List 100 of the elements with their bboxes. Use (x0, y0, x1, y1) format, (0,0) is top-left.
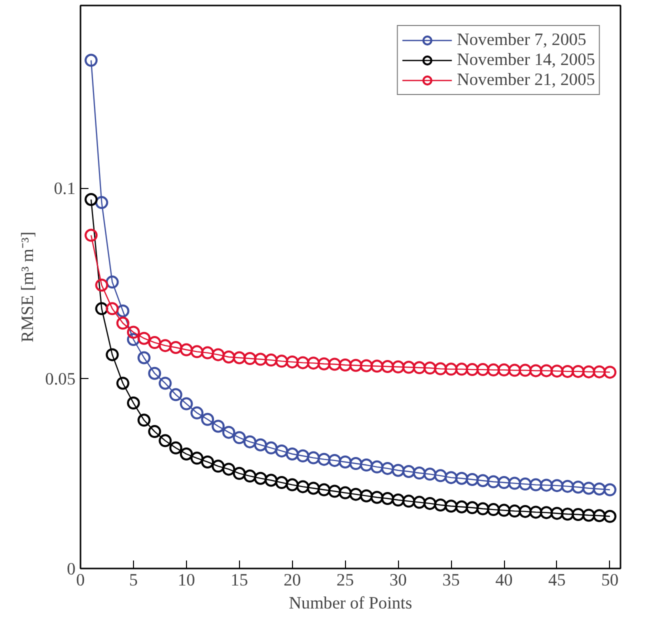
point (360, 489, 373, 502)
point (243, 435, 256, 448)
point (518, 504, 532, 518)
point (148, 336, 162, 350)
y-tick-label: 0.1 (54, 179, 76, 198)
point (84, 193, 98, 206)
point (455, 500, 468, 514)
point (518, 478, 532, 491)
point (582, 508, 596, 522)
point (201, 455, 214, 468)
x-axis-title: Number of Points (288, 594, 412, 612)
point (592, 509, 606, 522)
point (106, 302, 119, 316)
point (318, 452, 331, 466)
point (423, 468, 436, 481)
point (592, 365, 606, 378)
point (306, 356, 320, 370)
point (370, 460, 384, 474)
point (540, 506, 553, 520)
point (264, 474, 278, 487)
point (222, 426, 236, 439)
point (306, 451, 320, 464)
x-tick-label: 30 (389, 570, 407, 590)
point (582, 365, 596, 378)
point (381, 462, 394, 475)
point (243, 470, 256, 483)
x-tick-label: 5 (129, 570, 138, 590)
point (603, 366, 616, 379)
point (498, 363, 511, 376)
point (338, 455, 352, 468)
point (169, 340, 182, 354)
point (402, 360, 416, 374)
point (392, 464, 405, 477)
point (360, 359, 373, 372)
point (254, 472, 267, 485)
point (116, 376, 130, 390)
x-tick-label: 15 (230, 570, 248, 590)
point (190, 406, 204, 420)
point (222, 350, 236, 364)
point (455, 362, 468, 376)
point (466, 363, 479, 376)
x-tick-label: 25 (336, 570, 354, 590)
point (84, 54, 98, 67)
point (158, 434, 172, 448)
x-tick-label: 20 (284, 570, 301, 590)
point (232, 466, 246, 480)
point (201, 412, 214, 426)
point (561, 480, 574, 493)
point (296, 356, 310, 370)
point (318, 483, 331, 496)
point (402, 494, 416, 508)
point (349, 358, 362, 372)
point (106, 348, 119, 362)
point (540, 364, 553, 378)
point (180, 343, 193, 356)
y-axis-title: RMSE [m³ m⁻³] (18, 232, 38, 342)
point (138, 414, 151, 427)
y-tick-label: 0.05 (45, 369, 76, 388)
point (328, 358, 342, 371)
point (561, 364, 574, 378)
point (498, 504, 511, 517)
x-tick-label: 45 (548, 570, 566, 590)
point (201, 346, 214, 360)
point (518, 364, 532, 377)
point (572, 480, 585, 494)
point (116, 304, 130, 318)
point (486, 363, 500, 376)
point (95, 196, 108, 210)
point (338, 486, 352, 500)
point (296, 480, 310, 494)
point (126, 333, 140, 346)
point (392, 360, 405, 374)
point (529, 506, 542, 519)
point (412, 466, 426, 480)
point (275, 444, 288, 458)
point (180, 397, 193, 410)
point (286, 448, 299, 460)
point (466, 472, 479, 486)
point (603, 510, 616, 523)
point (466, 501, 479, 514)
point (138, 351, 151, 364)
point (328, 454, 342, 467)
point (486, 475, 500, 488)
legend-label: November 21, 2005 (456, 70, 595, 90)
point (582, 482, 596, 495)
point (232, 431, 246, 444)
point (550, 364, 564, 378)
point (423, 362, 436, 375)
point (148, 366, 162, 380)
x-tick-label: 40 (495, 570, 513, 590)
point (508, 504, 522, 518)
point (423, 496, 436, 510)
point (190, 452, 204, 465)
point (434, 469, 447, 482)
point (381, 360, 394, 373)
point (444, 500, 458, 513)
point (349, 488, 362, 501)
point (540, 478, 553, 492)
point (370, 490, 384, 504)
point (444, 362, 458, 376)
